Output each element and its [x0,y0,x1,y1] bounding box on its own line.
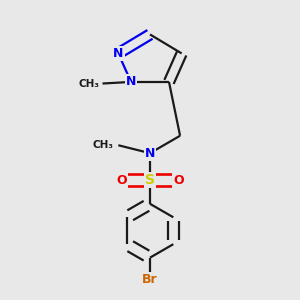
Text: CH₃: CH₃ [78,79,99,88]
Text: CH₃: CH₃ [93,140,114,150]
Text: N: N [126,75,136,88]
Text: Br: Br [142,273,158,286]
Text: N: N [113,47,124,60]
Text: S: S [145,173,155,187]
Text: O: O [116,174,127,187]
Text: N: N [145,147,155,160]
Text: O: O [173,174,184,187]
